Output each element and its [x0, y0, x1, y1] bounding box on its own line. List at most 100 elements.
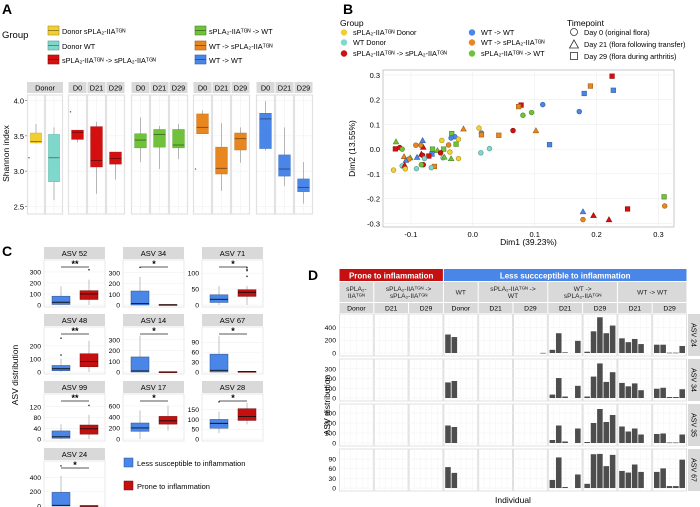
- legend-dot-donor_wt: [340, 39, 348, 46]
- facet-strip-label: D29: [297, 84, 310, 93]
- y-tick-label: 60: [191, 350, 199, 357]
- row-strip: [688, 314, 700, 356]
- data-point-circle: [455, 155, 462, 162]
- time-strip-label: D29: [524, 306, 537, 313]
- bar: [445, 425, 451, 443]
- data-point-square: [546, 142, 553, 148]
- y-axis-label: ASV distribution: [322, 374, 332, 435]
- bar: [638, 471, 644, 488]
- bar: [660, 433, 666, 443]
- bar: [590, 376, 597, 398]
- bar: [597, 453, 603, 488]
- legend-group-label-donor_wt: WT Donor: [353, 38, 387, 47]
- legend-dot-tg_wt: [468, 50, 476, 57]
- data-point-circle: [447, 149, 453, 155]
- y-axis-label: Dim2 (13.55%): [347, 120, 357, 177]
- bar: [445, 382, 451, 398]
- box-outlier: [246, 268, 248, 271]
- y-tick-label: 3.0: [14, 167, 24, 176]
- data-point-circle: [510, 127, 516, 134]
- box-iqr-prone: [79, 424, 99, 435]
- box-outlier: [88, 404, 90, 407]
- box-iqr: [134, 133, 147, 149]
- x-tick-label: -0.1: [404, 230, 417, 239]
- bar: [654, 388, 660, 398]
- facet-strip-label: Donor: [35, 84, 55, 93]
- data-point-square: [478, 132, 485, 138]
- y-tick-label: 100: [30, 291, 42, 298]
- box-outlier: [60, 354, 62, 356]
- y-tick-label: 400: [30, 475, 42, 482]
- x-tick-label: 0.1: [529, 230, 539, 239]
- box-iqr-less: [51, 295, 71, 305]
- facet-strip: [44, 247, 105, 259]
- bar: [673, 486, 679, 488]
- data-point-circle: [448, 135, 454, 141]
- time-strip: [548, 303, 583, 313]
- legend-group-label-wt_wt: WT -> WT: [481, 28, 515, 37]
- facet-strip: [106, 82, 125, 93]
- group-strip: [617, 282, 687, 302]
- facet-title: ASV 28: [220, 383, 245, 392]
- legend-shape-circle: [570, 28, 578, 36]
- y-tick-label: 100: [325, 386, 337, 393]
- legend-label-donor_tg: Donor sPLA₂-IIAᵀᴳᴺ: [62, 27, 125, 36]
- data-point-circle: [445, 142, 452, 148]
- y-tick-label: 0: [37, 504, 41, 507]
- y-tick-label: 400: [325, 325, 337, 332]
- data-point-circle: [528, 109, 535, 116]
- significance-stars: *: [152, 326, 156, 336]
- facet-strip: [150, 82, 169, 93]
- group-strip: [443, 282, 478, 302]
- y-tick-label: 0: [37, 437, 41, 444]
- bar: [590, 454, 597, 488]
- bar: [451, 337, 458, 353]
- data-point-circle: [476, 125, 482, 131]
- data-point-square: [515, 103, 522, 110]
- bar: [584, 351, 590, 353]
- y-tick-label: 0: [116, 303, 120, 310]
- bar: [603, 333, 610, 353]
- y-tick-label: 0: [332, 486, 336, 493]
- legend-title: Group: [2, 30, 28, 41]
- group-strip-label: sPLA₂-IIAᵀᴳᴺ -> sPLA₂-IIAᵀᴳᴺ: [386, 286, 432, 300]
- y-tick-label: 400: [109, 414, 121, 421]
- time-strip: [443, 303, 478, 313]
- bar: [549, 349, 556, 353]
- facet-strip-label: D29: [234, 84, 247, 93]
- data-point-circle: [576, 108, 582, 115]
- data-point-square: [587, 83, 594, 89]
- significance-stars: **: [71, 259, 79, 269]
- bar: [575, 474, 581, 488]
- bar: [679, 459, 685, 488]
- significance-stars: *: [231, 259, 235, 269]
- bar: [451, 472, 458, 488]
- bar: [603, 422, 610, 443]
- time-strip-label: Donor: [347, 306, 366, 313]
- legend-dot-wt_wt: [468, 29, 476, 36]
- row-strip: [688, 404, 700, 446]
- facet-strip: [212, 82, 231, 93]
- time-strip-label: Donor: [452, 306, 471, 313]
- bar: [666, 397, 673, 398]
- bar: [638, 434, 644, 443]
- bar: [638, 390, 644, 398]
- data-point-circle: [478, 150, 484, 156]
- data-point-square: [392, 146, 398, 152]
- y-tick-label: 200: [325, 376, 337, 383]
- data-point-triangle: [413, 153, 421, 160]
- data-point-square: [581, 90, 587, 97]
- time-strip-label: D29: [663, 306, 676, 313]
- facet-strip: [256, 82, 275, 93]
- box-iqr-less: [130, 290, 150, 306]
- box-iqr-prone: [79, 290, 99, 300]
- x-tick-label: 0.0: [468, 230, 478, 239]
- legend-label-tg_tg: sPLA₂-IIAᵀᴳᴺ -> sPLA₂-IIAᵀᴳᴺ: [62, 56, 156, 65]
- y-tick-label: 300: [325, 366, 337, 373]
- data-point-square: [661, 194, 667, 200]
- data-point-circle: [437, 150, 444, 156]
- group-strip: [548, 282, 617, 302]
- y-tick-label: 90: [328, 457, 336, 464]
- data-point-circle: [413, 165, 420, 172]
- y-tick-label: 200: [325, 338, 337, 345]
